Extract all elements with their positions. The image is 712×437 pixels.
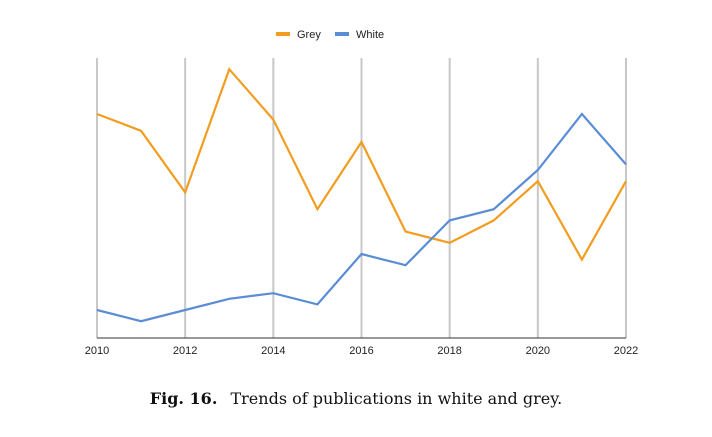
x-tick-label-2016: 2016	[349, 345, 373, 357]
x-axis-tick-labels: 2010 2012 2014 2016 2018 2020 2022	[85, 345, 638, 357]
legend: Grey White	[276, 29, 384, 41]
figure-label: Fig. 16.	[149, 389, 218, 408]
x-tick-label-2022: 2022	[614, 345, 638, 357]
line-chart: 2010 2012 2014 2016 2018 2020 2022 Grey White	[85, 29, 638, 357]
vertical-gridlines	[96, 58, 627, 338]
x-tick-label-2018: 2018	[437, 345, 461, 357]
legend-label-grey: Grey	[297, 29, 321, 41]
legend-label-white: White	[356, 29, 384, 41]
figure-caption-text: Trends of publications in white and grey…	[230, 389, 563, 408]
series-line-grey	[96, 67, 627, 262]
series-line-white	[96, 112, 627, 323]
x-tick-label-2014: 2014	[261, 345, 285, 357]
figure-caption: Fig. 16. Trends of publications in white…	[0, 389, 712, 408]
legend-swatch-white	[335, 32, 349, 36]
x-tick-label-2020: 2020	[526, 345, 550, 357]
x-tick-label-2012: 2012	[173, 345, 197, 357]
x-tick-label-2010: 2010	[85, 345, 109, 357]
legend-swatch-grey	[276, 32, 290, 36]
series-lines	[96, 67, 627, 323]
